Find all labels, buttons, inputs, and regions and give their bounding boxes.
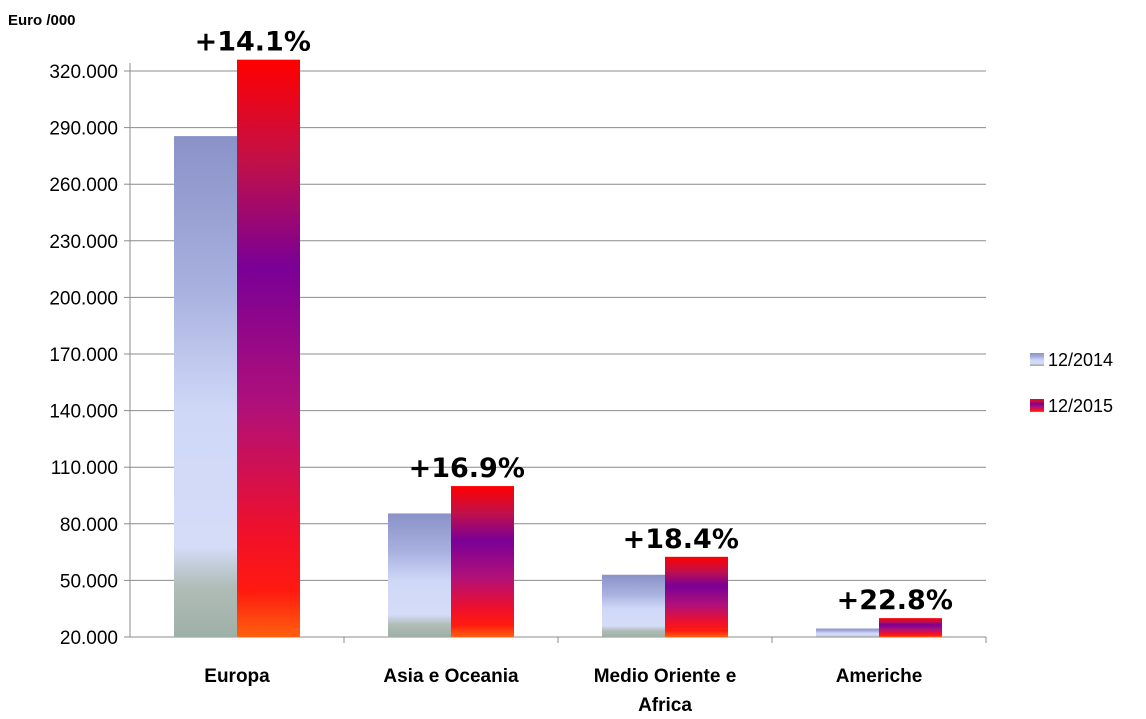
legend: 12/2014 12/2015 xyxy=(1030,350,1113,416)
bar-12-2014-americhe xyxy=(816,628,879,637)
bar-12-2015-europa xyxy=(237,59,300,638)
x-tick-label: Asia e Oceania xyxy=(383,666,519,687)
x-tick-label: Medio Oriente e xyxy=(594,666,737,687)
bars xyxy=(174,59,942,638)
legend-label: 12/2014 xyxy=(1048,350,1113,370)
x-tick-label: Americhe xyxy=(836,666,923,687)
x-tick-label: Europa xyxy=(204,666,270,687)
axes: 20.000 50.000 80.000 110.000 140.000 170.000 2… xyxy=(8,12,987,649)
bar-12-2014-medio-oriente-e-africa xyxy=(602,574,665,637)
bar-12-2015-medio-oriente-e-africa xyxy=(665,556,728,637)
growth-label: +16.9% xyxy=(409,453,525,484)
legend-swatch xyxy=(1030,353,1044,366)
y-axis-label: Euro /000 xyxy=(8,12,76,29)
y-tick-label: 20.000 xyxy=(60,628,118,649)
bar-12-2014-europa xyxy=(174,136,237,637)
bar-12-2014-asia-e-oceania xyxy=(388,513,451,637)
labels: +14.1% Europa +16.9% Asia e Oceania +18.4% Me… xyxy=(195,27,953,716)
y-tick-label: 290.000 xyxy=(49,119,118,140)
x-tick-label: Africa xyxy=(638,695,692,716)
legend-swatch xyxy=(1030,399,1044,412)
y-tick-label: 140.000 xyxy=(49,402,118,423)
y-tick-label: 50.000 xyxy=(60,571,118,592)
y-tick-label: 170.000 xyxy=(49,345,118,366)
bar-12-2015-americhe xyxy=(879,618,942,637)
y-tick-label: 230.000 xyxy=(49,232,118,253)
y-tick-label: 80.000 xyxy=(60,515,118,536)
bar-12-2015-asia-e-oceania xyxy=(451,486,514,637)
growth-label: +22.8% xyxy=(837,585,953,616)
y-tick-label: 110.000 xyxy=(51,458,118,479)
legend-label: 12/2015 xyxy=(1048,396,1113,416)
y-tick-label: 200.000 xyxy=(49,288,118,309)
growth-label: +18.4% xyxy=(623,524,739,555)
growth-label: +14.1% xyxy=(195,27,311,58)
y-tick-label: 260.000 xyxy=(49,175,118,196)
y-tick-label: 320.000 xyxy=(49,62,118,83)
